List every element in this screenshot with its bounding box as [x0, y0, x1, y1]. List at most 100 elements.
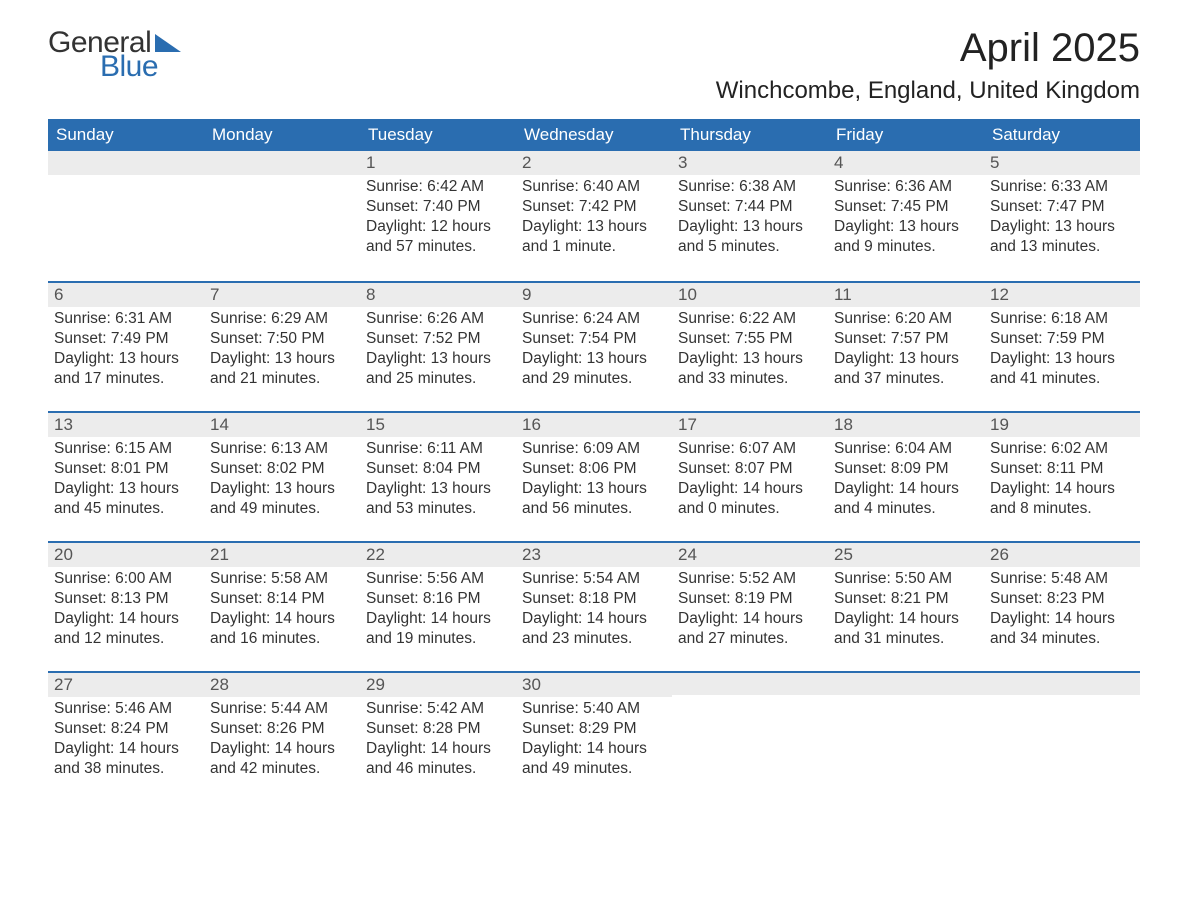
day-sunset: Sunset: 8:29 PM — [522, 719, 666, 739]
day-daylight2: and 23 minutes. — [522, 629, 666, 649]
weekday-header: Wednesday — [516, 119, 672, 151]
day-daylight2: and 34 minutes. — [990, 629, 1134, 649]
day-details: Sunrise: 5:54 AMSunset: 8:18 PMDaylight:… — [516, 567, 672, 656]
day-daylight2: and 21 minutes. — [210, 369, 354, 389]
logo: General Blue — [48, 26, 181, 84]
day-daylight1: Daylight: 14 hours — [678, 609, 822, 629]
day-sunrise: Sunrise: 6:38 AM — [678, 177, 822, 197]
day-sunrise: Sunrise: 6:29 AM — [210, 309, 354, 329]
day-details: Sunrise: 6:38 AMSunset: 7:44 PMDaylight:… — [672, 175, 828, 264]
day-daylight1: Daylight: 14 hours — [834, 479, 978, 499]
day-daylight2: and 49 minutes. — [210, 499, 354, 519]
day-sunrise: Sunrise: 6:24 AM — [522, 309, 666, 329]
day-number — [984, 671, 1140, 695]
day-number: 12 — [984, 281, 1140, 307]
calendar-day-cell: 18Sunrise: 6:04 AMSunset: 8:09 PMDayligh… — [828, 411, 984, 541]
day-sunrise: Sunrise: 6:00 AM — [54, 569, 198, 589]
day-daylight1: Daylight: 13 hours — [990, 217, 1134, 237]
day-details: Sunrise: 5:48 AMSunset: 8:23 PMDaylight:… — [984, 567, 1140, 656]
day-sunrise: Sunrise: 6:36 AM — [834, 177, 978, 197]
day-daylight1: Daylight: 13 hours — [678, 217, 822, 237]
day-sunrise: Sunrise: 5:52 AM — [678, 569, 822, 589]
day-sunset: Sunset: 8:24 PM — [54, 719, 198, 739]
day-daylight2: and 4 minutes. — [834, 499, 978, 519]
day-daylight2: and 33 minutes. — [678, 369, 822, 389]
day-daylight2: and 13 minutes. — [990, 237, 1134, 257]
day-details: Sunrise: 6:31 AMSunset: 7:49 PMDaylight:… — [48, 307, 204, 396]
day-daylight2: and 38 minutes. — [54, 759, 198, 779]
day-sunrise: Sunrise: 6:31 AM — [54, 309, 198, 329]
page-header: General Blue April 2025 Winchcombe, Engl… — [48, 26, 1140, 105]
day-number: 27 — [48, 671, 204, 697]
day-sunrise: Sunrise: 6:33 AM — [990, 177, 1134, 197]
day-details: Sunrise: 6:15 AMSunset: 8:01 PMDaylight:… — [48, 437, 204, 526]
calendar-day-cell: 9Sunrise: 6:24 AMSunset: 7:54 PMDaylight… — [516, 281, 672, 411]
day-daylight2: and 29 minutes. — [522, 369, 666, 389]
weekday-header: Saturday — [984, 119, 1140, 151]
day-daylight1: Daylight: 14 hours — [210, 609, 354, 629]
day-sunset: Sunset: 8:02 PM — [210, 459, 354, 479]
day-number: 29 — [360, 671, 516, 697]
calendar-day-cell: 26Sunrise: 5:48 AMSunset: 8:23 PMDayligh… — [984, 541, 1140, 671]
day-number: 23 — [516, 541, 672, 567]
day-details: Sunrise: 6:18 AMSunset: 7:59 PMDaylight:… — [984, 307, 1140, 396]
day-daylight2: and 27 minutes. — [678, 629, 822, 649]
day-daylight2: and 16 minutes. — [210, 629, 354, 649]
day-sunset: Sunset: 8:21 PM — [834, 589, 978, 609]
day-number: 22 — [360, 541, 516, 567]
day-sunrise: Sunrise: 6:22 AM — [678, 309, 822, 329]
day-details: Sunrise: 6:29 AMSunset: 7:50 PMDaylight:… — [204, 307, 360, 396]
day-details: Sunrise: 5:46 AMSunset: 8:24 PMDaylight:… — [48, 697, 204, 786]
day-details: Sunrise: 6:11 AMSunset: 8:04 PMDaylight:… — [360, 437, 516, 526]
day-sunset: Sunset: 7:52 PM — [366, 329, 510, 349]
calendar-day-cell: 17Sunrise: 6:07 AMSunset: 8:07 PMDayligh… — [672, 411, 828, 541]
day-sunset: Sunset: 8:07 PM — [678, 459, 822, 479]
day-details: Sunrise: 6:33 AMSunset: 7:47 PMDaylight:… — [984, 175, 1140, 264]
day-sunrise: Sunrise: 5:50 AM — [834, 569, 978, 589]
day-sunrise: Sunrise: 5:58 AM — [210, 569, 354, 589]
day-number: 21 — [204, 541, 360, 567]
day-number — [204, 151, 360, 175]
day-details — [984, 695, 1140, 703]
calendar-day-cell: 12Sunrise: 6:18 AMSunset: 7:59 PMDayligh… — [984, 281, 1140, 411]
day-sunrise: Sunrise: 5:46 AM — [54, 699, 198, 719]
day-sunset: Sunset: 8:06 PM — [522, 459, 666, 479]
day-daylight1: Daylight: 14 hours — [54, 609, 198, 629]
weekday-header: Thursday — [672, 119, 828, 151]
calendar-day-cell — [828, 671, 984, 801]
day-number: 2 — [516, 151, 672, 175]
calendar-week-row: 1Sunrise: 6:42 AMSunset: 7:40 PMDaylight… — [48, 151, 1140, 281]
day-sunrise: Sunrise: 6:07 AM — [678, 439, 822, 459]
calendar-table: Sunday Monday Tuesday Wednesday Thursday… — [48, 119, 1140, 801]
day-daylight1: Daylight: 13 hours — [834, 217, 978, 237]
day-number — [48, 151, 204, 175]
day-sunset: Sunset: 8:13 PM — [54, 589, 198, 609]
day-number: 11 — [828, 281, 984, 307]
day-number: 17 — [672, 411, 828, 437]
day-sunset: Sunset: 7:47 PM — [990, 197, 1134, 217]
day-sunset: Sunset: 7:44 PM — [678, 197, 822, 217]
day-details: Sunrise: 6:24 AMSunset: 7:54 PMDaylight:… — [516, 307, 672, 396]
calendar-week-row: 6Sunrise: 6:31 AMSunset: 7:49 PMDaylight… — [48, 281, 1140, 411]
day-daylight1: Daylight: 13 hours — [522, 217, 666, 237]
day-sunrise: Sunrise: 6:20 AM — [834, 309, 978, 329]
day-sunrise: Sunrise: 6:42 AM — [366, 177, 510, 197]
day-number: 18 — [828, 411, 984, 437]
day-sunrise: Sunrise: 6:09 AM — [522, 439, 666, 459]
day-daylight1: Daylight: 14 hours — [990, 609, 1134, 629]
calendar-day-cell: 13Sunrise: 6:15 AMSunset: 8:01 PMDayligh… — [48, 411, 204, 541]
day-details: Sunrise: 5:52 AMSunset: 8:19 PMDaylight:… — [672, 567, 828, 656]
day-details: Sunrise: 5:44 AMSunset: 8:26 PMDaylight:… — [204, 697, 360, 786]
day-sunset: Sunset: 7:50 PM — [210, 329, 354, 349]
calendar-day-cell — [204, 151, 360, 281]
day-details: Sunrise: 6:04 AMSunset: 8:09 PMDaylight:… — [828, 437, 984, 526]
day-details: Sunrise: 6:36 AMSunset: 7:45 PMDaylight:… — [828, 175, 984, 264]
day-daylight2: and 37 minutes. — [834, 369, 978, 389]
day-sunrise: Sunrise: 6:11 AM — [366, 439, 510, 459]
day-details — [204, 175, 360, 183]
day-sunrise: Sunrise: 6:40 AM — [522, 177, 666, 197]
day-sunset: Sunset: 7:40 PM — [366, 197, 510, 217]
day-sunrise: Sunrise: 6:04 AM — [834, 439, 978, 459]
day-sunset: Sunset: 8:09 PM — [834, 459, 978, 479]
day-sunrise: Sunrise: 6:15 AM — [54, 439, 198, 459]
